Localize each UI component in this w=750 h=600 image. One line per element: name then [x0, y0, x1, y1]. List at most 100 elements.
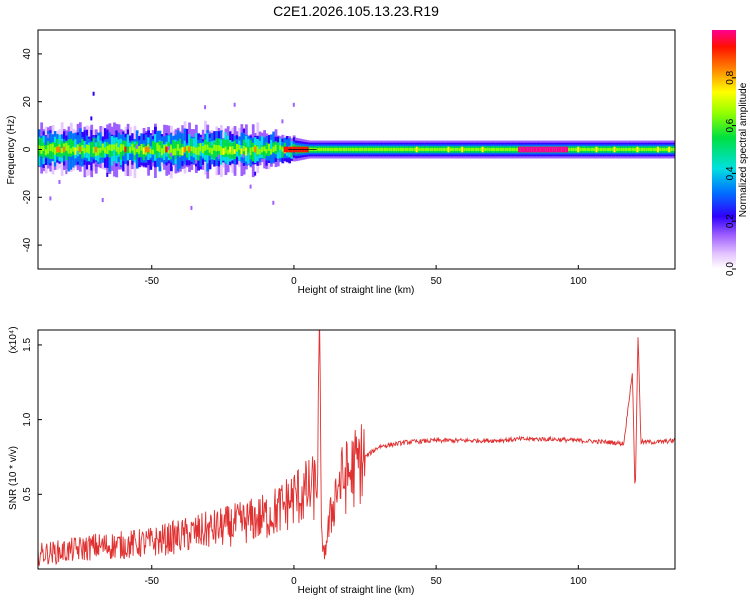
heatmap-cell [438, 148, 442, 151]
heatmap-cell [263, 146, 266, 152]
heatmap-cell [49, 143, 53, 159]
heatmap-cell [656, 146, 660, 153]
heatmap-cell [411, 148, 414, 151]
y-tick-label: 40 [22, 48, 33, 60]
snr-panel: 0.5 1.0 1.5 -50 0 50 100 (x10⁴) SNR (10 * v/v… [8, 326, 676, 596]
heatmap-cell [149, 148, 153, 154]
heatmap-cell [645, 148, 649, 151]
heatmap-cell [92, 146, 96, 154]
heatmap-cell [197, 146, 201, 156]
heatmap-cell [324, 148, 328, 151]
heatmap-cell [119, 144, 123, 153]
y-tick-label: 20 [22, 96, 33, 108]
heatmap-cell [652, 148, 656, 151]
x-tick-label: 100 [570, 276, 587, 287]
heatmap-cell [495, 148, 499, 151]
heatmap-cell [279, 145, 282, 150]
heatmap-cell [604, 148, 608, 151]
heatmap-cell [49, 196, 52, 201]
heatmap-cell [563, 146, 567, 153]
heatmap-cell [122, 144, 125, 151]
heatmap-cell [413, 148, 417, 151]
colorbar-tick-label: 0.8 [725, 70, 736, 84]
heatmap-cell [140, 146, 144, 158]
heatmap-cell [609, 148, 612, 151]
heatmap-cell [479, 148, 483, 151]
heatmap-cell [351, 148, 355, 151]
heatmap-cell [94, 161, 97, 166]
heatmap-cell [97, 148, 100, 156]
heatmap-cell [499, 148, 503, 151]
heatmap-cell [579, 148, 583, 151]
y-tick-label: 1.5 [22, 338, 33, 352]
snr-y-label: SNR (10 * v/v) [8, 446, 19, 510]
heatmap-cell [144, 146, 148, 153]
heatmap-cell [190, 205, 193, 210]
heatmap-cell [210, 148, 214, 155]
heatmap-cell [493, 148, 496, 151]
heatmap-cell [65, 170, 68, 175]
heatmap-cell [595, 146, 599, 153]
heatmap-cell [101, 143, 105, 151]
heatmap-cell [101, 198, 104, 203]
heatmap-cell [249, 147, 253, 156]
colorbar: 0.0 0.2 0.4 0.6 0.8 Normalized spectral ampl… [712, 30, 749, 276]
heatmap-cell [183, 164, 186, 169]
snr-y-ticks: 0.5 1.0 1.5 [22, 338, 42, 501]
heatmap-cell [254, 146, 257, 153]
heatmap-cell [135, 144, 138, 149]
heatmap-cell [154, 147, 157, 155]
heatmap-cell [222, 148, 226, 155]
heatmap-cell [67, 145, 71, 154]
heatmap-cell [502, 148, 505, 151]
heatmap-cell [190, 146, 194, 152]
snr-multiplier: (x10⁴) [8, 326, 19, 353]
heatmap-cell [42, 145, 46, 152]
heatmap-cell [636, 146, 640, 153]
heatmap-cell [531, 146, 535, 153]
heatmap-cell [602, 148, 605, 151]
figure-title: C2E1.2026.105.13.23.R19 [273, 3, 439, 19]
heatmap-cell [242, 154, 245, 159]
heatmap-cell [631, 148, 635, 151]
heatmap-cell [224, 146, 228, 154]
heatmap-cell [238, 144, 241, 156]
heatmap-cell [561, 146, 565, 153]
heatmap-cell [511, 148, 514, 151]
heatmap-cell [584, 148, 587, 151]
heatmap-cell [402, 148, 405, 151]
colorbar-tick-label: 0.2 [725, 214, 736, 228]
heatmap-cell [581, 148, 585, 151]
heatmap-cell [634, 148, 637, 151]
heatmap-cell [63, 146, 66, 153]
heatmap-cell [115, 143, 119, 152]
heatmap-cell [44, 149, 48, 156]
heatmap-cell [347, 148, 351, 151]
colorbar-tick-label: 0.4 [725, 166, 736, 180]
heatmap-cell [545, 146, 549, 153]
heatmap-cell [129, 146, 132, 153]
heatmap-cell [117, 147, 121, 155]
heatmap-cell [172, 148, 175, 156]
heatmap-cell [556, 146, 560, 153]
heatmap-cell [281, 147, 285, 152]
heatmap-cell [458, 148, 462, 151]
y-tick-label: 0 [22, 146, 33, 152]
heatmap-cell [245, 147, 248, 156]
heatmap-cell [320, 148, 323, 151]
heatmap-cell [85, 144, 89, 153]
heatmap-cell [201, 145, 205, 154]
heatmap-cell [397, 148, 401, 151]
heatmap-cell [222, 138, 226, 157]
heatmap-cell [356, 148, 360, 151]
heatmap-cell [69, 138, 73, 157]
heatmap-cell [640, 148, 644, 151]
heatmap-cell [390, 148, 394, 151]
heatmap-cell [47, 145, 50, 154]
heatmap-cell [361, 148, 364, 151]
heatmap-cell [245, 165, 248, 170]
heatmap-cell [226, 139, 230, 157]
heatmap-cell [342, 148, 346, 151]
x-tick-label: 50 [431, 276, 443, 287]
heatmap-cell [179, 138, 182, 158]
